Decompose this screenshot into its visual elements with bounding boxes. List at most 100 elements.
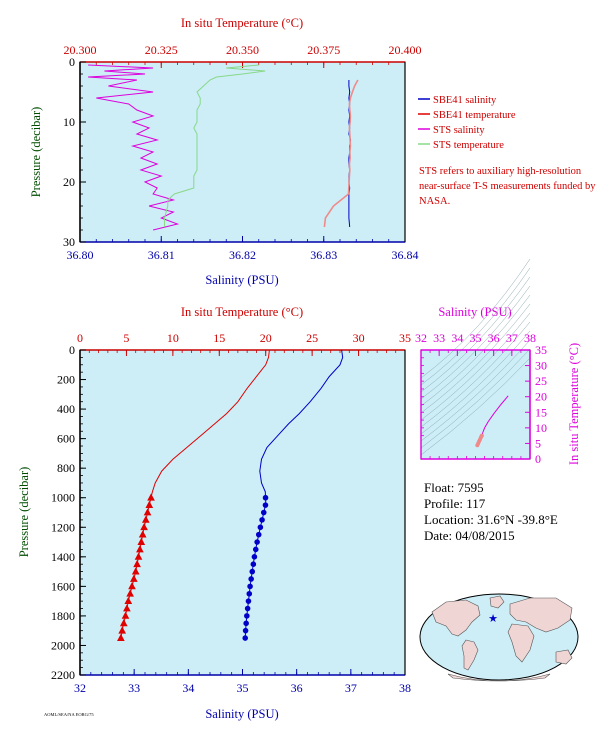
surface-y-tick-label: 20 xyxy=(63,175,75,189)
density-contour-8 xyxy=(420,285,531,400)
float-info: Float: 7595 Profile: 117 Location: 31.6°… xyxy=(424,480,558,544)
temperature-marker-16 xyxy=(121,611,130,619)
temperature-marker-10 xyxy=(131,567,140,575)
depth-bottom-tick-label: 38 xyxy=(399,681,411,695)
depth-top-tick-label: 30 xyxy=(353,331,365,345)
salinity-marker-10 xyxy=(249,568,256,575)
surface-y-tick-label: 30 xyxy=(63,235,75,249)
density-contour-6 xyxy=(420,303,531,414)
depth-top-tick-label: 25 xyxy=(306,331,318,345)
temperature-marker-14 xyxy=(124,596,133,605)
surface-series-3-line xyxy=(164,64,266,227)
ts-top-tick-label: 32 xyxy=(415,331,427,345)
depth-top-axis-title: In situ Temperature (°C) xyxy=(181,305,303,319)
ts-right-tick-label: 35 xyxy=(535,343,547,357)
density-contour-10 xyxy=(420,267,531,386)
surface-top-tick-label: 20.300 xyxy=(64,43,97,57)
depth-y-tick-label: 800 xyxy=(57,461,75,475)
density-contour-11 xyxy=(420,258,531,379)
depth-y-tick-label: 600 xyxy=(57,432,75,446)
temperature-marker-3 xyxy=(141,515,150,523)
map-eurasia xyxy=(509,597,573,633)
surface-top-tick-label: 20.375 xyxy=(307,43,340,57)
salinity-marker-19 xyxy=(242,635,249,641)
temperature-marker-5 xyxy=(138,530,147,538)
temperature-marker-12 xyxy=(128,582,136,590)
salinity-marker-11 xyxy=(248,576,254,582)
surface-bottom-axis-title: Salinity (PSU) xyxy=(205,273,278,287)
surface-top-tick-label: 20.350 xyxy=(226,43,259,57)
depth-top-tick-label: 20 xyxy=(260,331,272,345)
salinity-marker-2 xyxy=(260,509,267,516)
salinity-marker-18 xyxy=(242,627,249,634)
depth-y-tick-label: 1000 xyxy=(51,491,75,505)
salinity-marker-1 xyxy=(262,502,269,508)
temperature-marker-4 xyxy=(140,523,148,531)
surface-bottom-tick-label: 36.83 xyxy=(310,248,337,262)
density-contour-3 xyxy=(420,330,531,435)
surface-bottom-tick-label: 36.84 xyxy=(392,248,419,262)
density-contour-5 xyxy=(420,312,531,421)
legend-label-2: STS salinity xyxy=(433,125,485,136)
surface-bottom-tick-label: 36.81 xyxy=(148,248,175,262)
ts-top-tick-label: 33 xyxy=(433,331,445,345)
ts-top-tick-label: 38 xyxy=(524,331,536,345)
map-australia xyxy=(555,649,573,665)
depth-top-tick-label: 15 xyxy=(213,331,225,345)
salinity-marker-3 xyxy=(259,517,265,523)
ts-chart: Salinity (PSU) In situ Temperature (°C) … xyxy=(415,258,581,466)
temperature-marker-0 xyxy=(147,493,155,501)
depth-y-tick-label: 2000 xyxy=(51,638,75,652)
depth-top-tick-label: 10 xyxy=(167,331,179,345)
temperature-marker-15 xyxy=(123,604,131,612)
ts-right-tick-label: 15 xyxy=(535,405,547,419)
temperature-marker-17 xyxy=(119,619,128,627)
surface-top-axis-title: In situ Temperature (°C) xyxy=(181,16,303,30)
depth-bottom-tick-label: 35 xyxy=(237,681,249,695)
temperature-marker-2 xyxy=(143,508,152,516)
density-contour-2 xyxy=(420,339,531,442)
ts-right-tick-label: 5 xyxy=(535,436,541,450)
ts-right-tick-label: 25 xyxy=(535,374,547,388)
temperature-marker-6 xyxy=(137,537,146,545)
depth-plot-area xyxy=(79,349,406,676)
surface-y-axis-title: Pressure (decibar) xyxy=(29,107,43,198)
map-africa xyxy=(507,623,535,663)
density-contour-0 xyxy=(420,357,531,456)
float-id: Float: 7595 xyxy=(424,480,484,495)
surface-chart: In situ Temperature (°C) Salinity (PSU) … xyxy=(29,16,422,287)
depth-y-tick-label: 400 xyxy=(57,402,75,416)
depth-bottom-tick-label: 37 xyxy=(345,681,357,695)
footer-code: AOML/SEA/NA EORG/75 xyxy=(44,712,94,717)
ts-top-tick-label: 34 xyxy=(451,331,463,345)
depth-chart: In situ Temperature (°C) Salinity (PSU) … xyxy=(17,305,411,721)
depth-y-tick-label: 1400 xyxy=(51,550,75,564)
surface-y-tick-label: 0 xyxy=(69,55,75,69)
salinity-marker-17 xyxy=(243,620,249,627)
density-contour-9 xyxy=(420,276,531,393)
map-antarctica xyxy=(447,673,551,682)
salinity-marker-9 xyxy=(250,561,257,568)
depth-y-tick-label: 1200 xyxy=(51,520,75,534)
float-location: Location: 31.6°N -39.8°E xyxy=(424,512,558,527)
ts-right-tick-label: 20 xyxy=(535,390,547,404)
salinity-marker-4 xyxy=(257,524,264,531)
legend-label-1: SBE41 temperature xyxy=(433,110,516,121)
depth-top-tick-label: 0 xyxy=(77,331,83,345)
ts-point-11 xyxy=(475,443,480,448)
depth-chart-marks: 0 5 10 15 20 25 30 35 32 33 34 35 36 37 38 0 200 400 600 80… xyxy=(51,331,411,695)
profile-number: Profile: 117 xyxy=(424,496,486,511)
depth-top-tick-label: 5 xyxy=(123,331,129,345)
temperature-marker-13 xyxy=(126,589,134,597)
map-greenland xyxy=(489,595,505,609)
salinity-marker-6 xyxy=(254,539,260,545)
depth-bottom-tick-label: 32 xyxy=(74,681,86,695)
map-north-america xyxy=(431,599,481,637)
surface-chart-marks: 20.300 20.325 20.350 20.375 20.400 36.80 36.81… xyxy=(63,43,422,262)
depth-bottom-tick-label: 34 xyxy=(182,681,194,695)
depth-y-axis-title: Pressure (decibar) xyxy=(17,467,31,558)
salinity-marker-12 xyxy=(247,583,253,590)
ts-right-tick-label: 10 xyxy=(535,421,547,435)
